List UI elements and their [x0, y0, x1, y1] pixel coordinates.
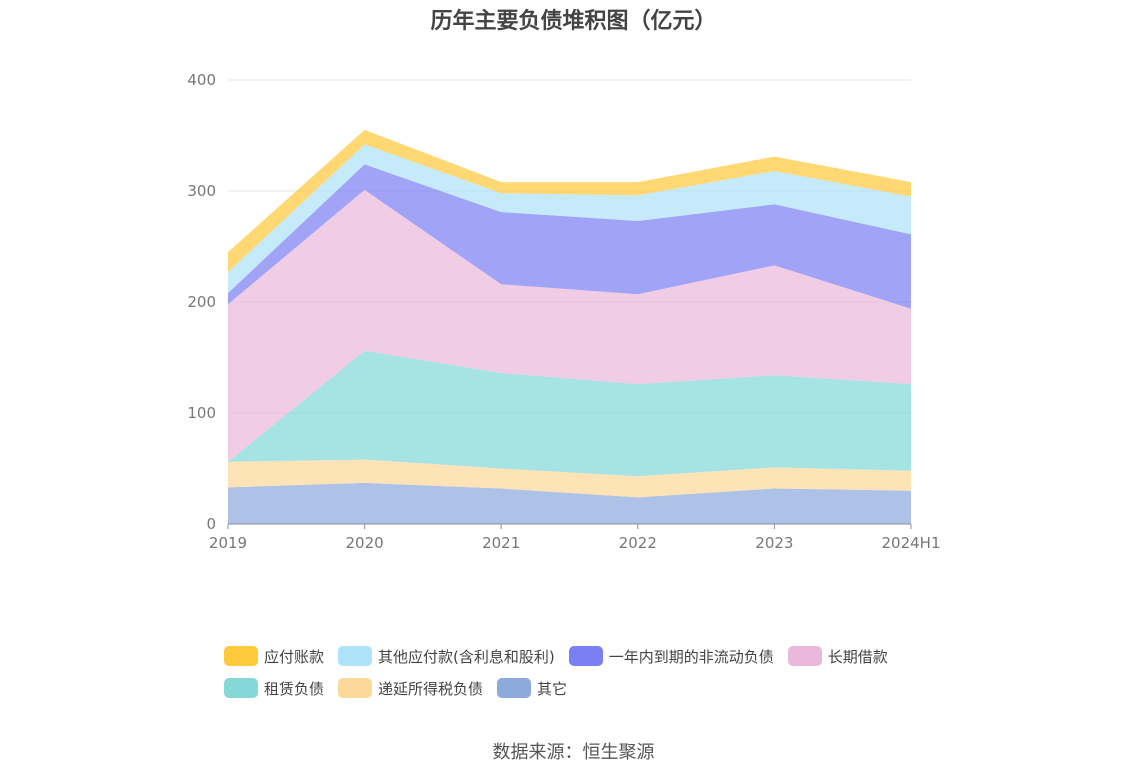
stacked-area-chart: 0 100 200 300 400 2019 2020 2021 2022 2023 2024H1 [187, 71, 940, 552]
legend-label: 其他应付款(含利息和股利) [378, 647, 555, 666]
legend-item[interactable]: 一年内到期的非流动负债 [568, 646, 774, 667]
area-series [228, 129, 911, 524]
legend-label: 递延所得税负债 [378, 679, 484, 698]
x-tick-label: 2019 [209, 534, 247, 552]
legend-item[interactable]: 递延所得税负债 [338, 678, 483, 699]
area-series-2 [228, 459, 911, 498]
area-series-3 [228, 350, 911, 477]
legend-swatch [338, 678, 373, 698]
legend-swatch [568, 646, 603, 666]
x-tick-label: 2024H1 [882, 534, 941, 552]
x-tick-label: 2020 [346, 534, 384, 552]
data-source: 数据来源：恒生聚源 [492, 742, 655, 763]
x-tick-label: 2022 [619, 534, 657, 552]
area-series-1 [228, 482, 911, 524]
legend-item[interactable]: 其他应付款(含利息和股利) [338, 646, 555, 667]
area-series-4 [228, 189, 911, 462]
legend-label: 其它 [537, 679, 568, 698]
y-tick-label: 300 [187, 182, 216, 200]
y-tick-label: 0 [206, 515, 216, 533]
legend-swatch [224, 678, 258, 698]
legend-swatch [224, 646, 258, 666]
legend-swatch [497, 678, 532, 698]
legend-label: 应付账款 [264, 647, 325, 666]
legend-item[interactable]: 租赁负债 [224, 678, 324, 699]
legend-item[interactable]: 其它 [497, 678, 567, 699]
chart-title: 历年主要负债堆积图（亿元） [430, 9, 717, 34]
area-series-7 [228, 129, 911, 272]
legend-swatch [787, 646, 822, 666]
legend-item[interactable]: 应付账款 [224, 646, 324, 667]
y-tick-label: 400 [187, 71, 216, 89]
y-tick-label: 100 [187, 404, 216, 422]
legend-row-2: 租赁负债 递延所得税负债 其它 [224, 672, 984, 704]
y-tick-label: 200 [187, 293, 216, 311]
area-series-6 [228, 144, 911, 294]
x-tick-label: 2023 [755, 534, 793, 552]
legend-row-1: 应付账款 其他应付款(含利息和股利) 一年内到期的非流动负债 长期借款 [224, 640, 984, 672]
legend: 应付账款 其他应付款(含利息和股利) 一年内到期的非流动负债 长期借款 租赁负债 递延所… [224, 640, 984, 704]
legend-label: 一年内到期的非流动负债 [608, 647, 774, 666]
legend-label: 长期借款 [827, 647, 888, 666]
legend-item[interactable]: 长期借款 [787, 646, 888, 667]
legend-swatch [338, 646, 373, 666]
x-tick-label: 2021 [482, 534, 520, 552]
axes: 0 100 200 300 400 2019 2020 2021 2022 2023 2024H1 [187, 71, 940, 552]
legend-label: 租赁负债 [264, 679, 325, 698]
area-series-5 [228, 164, 911, 309]
